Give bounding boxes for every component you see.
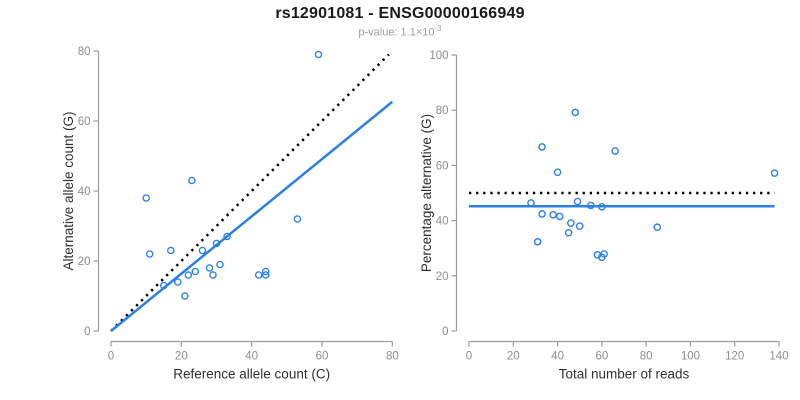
data-point (216, 260, 224, 269)
data-point (600, 250, 608, 258)
fit-line (110, 100, 394, 332)
y-axis-tick-label: 60 (436, 160, 449, 172)
y-axis-tick-label: 0 (442, 326, 448, 338)
data-point (198, 246, 207, 255)
x-axis-tick-label: 20 (175, 351, 188, 363)
data-point (770, 169, 779, 177)
data-point (159, 281, 168, 290)
data-point (538, 210, 546, 218)
data-point (653, 223, 662, 232)
x-axis-tick-label: 120 (725, 351, 744, 363)
pvalue-base: p-value: 1.1×10 (358, 26, 435, 39)
data-point (145, 250, 154, 258)
data-point (166, 246, 175, 255)
x-axis-tick-label: 0 (466, 351, 472, 363)
x-axis-tick-label: 0 (108, 351, 114, 363)
data-point (598, 202, 606, 211)
chart-title: rs12901081 - ENSG00000166949 (275, 5, 525, 22)
data-point (209, 271, 217, 279)
data-point (549, 211, 557, 219)
y-axis-tick-label: 100 (429, 50, 448, 62)
data-point (181, 292, 189, 300)
data-point (575, 222, 584, 230)
data-point (293, 215, 302, 223)
data-point (555, 212, 564, 221)
y-axis-tick-label: 40 (78, 186, 91, 198)
y-axis-tick-label: 60 (78, 116, 91, 128)
data-point (205, 264, 214, 272)
pvalue-subtitle: p-value: 1.1×10-3 (0, 24, 800, 39)
x-axis-title: Reference allele count (C) (173, 367, 330, 382)
x-axis-tick-label: 140 (769, 351, 788, 363)
data-point (611, 147, 619, 155)
data-point (191, 267, 200, 276)
x-axis-tick-label: 40 (245, 351, 258, 363)
y-axis-title: Percentage alternative (G) (419, 114, 434, 272)
data-point (174, 278, 182, 286)
data-point (571, 108, 580, 117)
right-chart: 0 20 40 60 80 100 0 20 40 60 80 100 120 140 Total numb… (419, 50, 789, 382)
data-point (564, 228, 573, 237)
y-axis-tick-label: 20 (436, 271, 449, 283)
y-axis-tick-label: 80 (78, 46, 91, 58)
data-point (261, 267, 270, 276)
data-point (223, 232, 231, 241)
x-axis-tick-label: 60 (316, 351, 329, 363)
y-axis-tick-label: 20 (78, 256, 91, 268)
data-point (184, 271, 193, 279)
data-point (261, 271, 270, 279)
y-axis-tick-label: 0 (84, 326, 90, 338)
x-axis-tick-label: 80 (386, 351, 399, 363)
data-point (567, 219, 575, 227)
data-point (573, 197, 582, 206)
data-point (188, 176, 196, 185)
data-point (553, 168, 562, 177)
x-axis-title: Total number of reads (559, 367, 690, 382)
x-axis-tick-label: 100 (681, 351, 700, 363)
pvalue-exponent: -3 (434, 24, 442, 33)
data-point (212, 239, 221, 248)
data-point (142, 194, 150, 202)
y-axis-title: Alternative allele count (G) (61, 111, 76, 270)
data-point (527, 199, 535, 207)
identity-line-dotted (110, 53, 390, 332)
x-axis-tick-label: 80 (640, 351, 653, 363)
data-point (254, 271, 263, 279)
data-point (533, 238, 542, 246)
data-point (314, 50, 323, 59)
y-axis-tick-label: 80 (436, 105, 449, 117)
data-point (538, 143, 546, 151)
x-axis-tick-label: 40 (551, 351, 564, 363)
data-point (586, 201, 595, 210)
left-chart: 0 20 40 60 80 0 20 40 60 80 Reference allele count… (61, 46, 399, 382)
x-axis-tick-label: 20 (507, 351, 520, 363)
y-axis-tick-label: 40 (436, 216, 449, 228)
x-axis-tick-label: 60 (595, 351, 608, 363)
